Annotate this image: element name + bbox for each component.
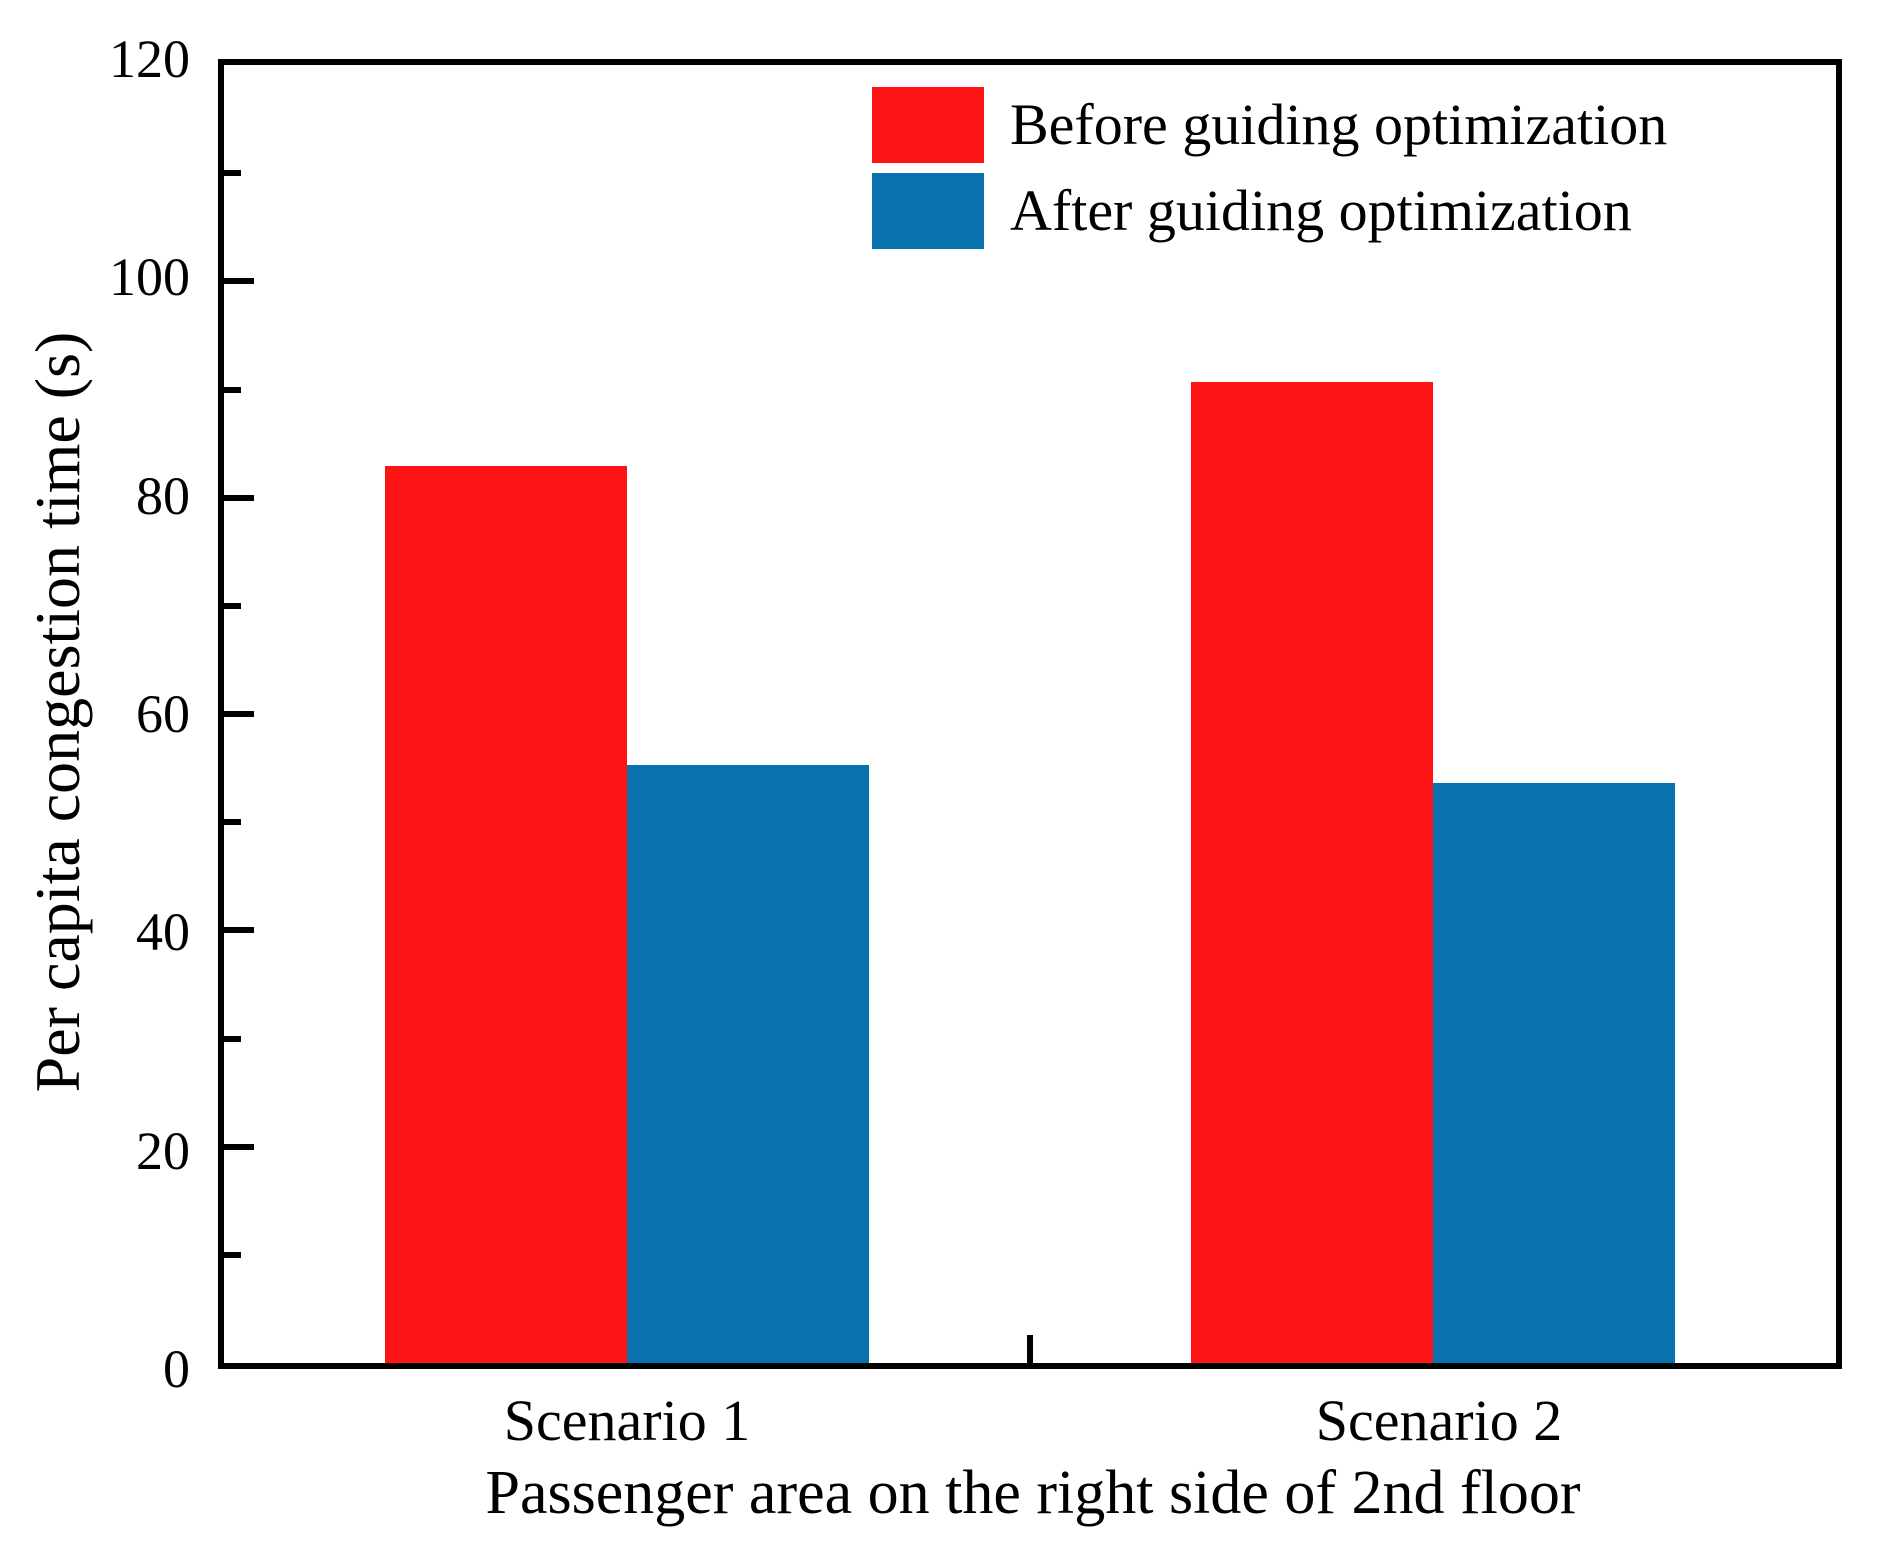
legend-label-after: After guiding optimization	[1010, 178, 1632, 243]
legend-label-before: Before guiding optimization	[1010, 92, 1668, 157]
bar-after-scenario-1	[627, 764, 869, 1363]
y-minor-tick-90	[224, 386, 241, 393]
bar-before-scenario-1	[385, 466, 627, 1363]
y-minor-tick-50	[224, 819, 241, 826]
y-tick-label-100: 100	[109, 247, 190, 308]
y-tick-label-0: 0	[163, 1339, 190, 1399]
y-major-tick-100	[224, 278, 254, 285]
legend-item-before: Before guiding optimization	[872, 87, 1667, 163]
y-major-tick-20	[224, 1143, 254, 1150]
legend: Before guiding optimization After guidin…	[872, 87, 1667, 249]
y-major-tick-80	[224, 494, 254, 501]
legend-swatch-before	[872, 87, 984, 163]
y-minor-tick-30	[224, 1035, 241, 1042]
x-category-label-scenario-1: Scenario 1	[503, 1388, 751, 1453]
y-tick-label-20: 20	[136, 1120, 190, 1181]
y-tick-label-60: 60	[136, 684, 190, 744]
y-minor-tick-10	[224, 1251, 241, 1258]
y-axis-tick-labels: 0 20 40 60 80 100 120	[0, 0, 204, 1550]
bar-after-scenario-2	[1433, 783, 1675, 1363]
y-major-tick-60	[224, 711, 254, 717]
y-tick-label-80: 80	[136, 465, 190, 526]
legend-item-after: After guiding optimization	[872, 173, 1667, 249]
y-minor-tick-110	[224, 170, 241, 177]
x-axis-divider-tick	[1027, 1335, 1033, 1363]
legend-swatch-after	[872, 173, 984, 249]
y-tick-label-40: 40	[136, 902, 190, 963]
y-minor-tick-70	[224, 602, 241, 609]
x-category-label-scenario-2: Scenario 2	[1315, 1388, 1563, 1453]
bar-before-scenario-2	[1191, 381, 1433, 1363]
x-axis-title: Passenger area on the right side of 2nd …	[485, 1459, 1581, 1527]
y-major-tick-40	[224, 927, 254, 934]
y-tick-label-120: 120	[109, 29, 190, 89]
plot-area: Before guiding optimization After guidin…	[218, 59, 1842, 1369]
